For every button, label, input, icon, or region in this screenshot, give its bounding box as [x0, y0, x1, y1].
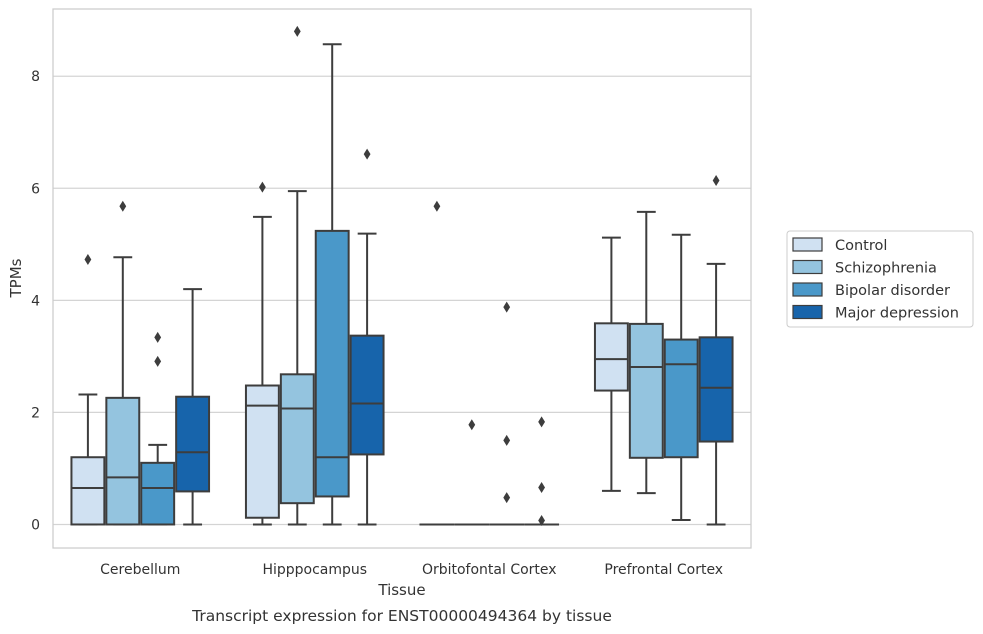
plot-frame: [52, 8, 752, 549]
outlier-point: [154, 331, 162, 343]
box-3-3: [698, 174, 734, 526]
box-iqr: [70, 456, 106, 526]
box-iqr: [593, 322, 629, 392]
legend-label: Bipolar disorder: [835, 283, 950, 299]
y-tick-label: 4: [31, 293, 40, 309]
x-tick-labels: Cerebellum Hipppocampus Orbitofontal Corte…: [100, 562, 723, 578]
box-0-2: [419, 200, 455, 526]
legend-label: Schizophrenia: [835, 261, 937, 277]
outlier-point: [433, 200, 441, 212]
legend-swatch: [792, 282, 823, 297]
box-1-0: [105, 200, 141, 526]
x-axis-title: Tissue: [377, 581, 425, 599]
x-tick-label: Cerebellum: [100, 562, 180, 578]
box-3-0: [175, 288, 211, 526]
outlier-point: [712, 174, 720, 186]
y-tick-label: 8: [31, 69, 40, 85]
box-0-1: [244, 181, 280, 526]
x-tick-label: Orbitofontal Cortex: [422, 562, 557, 578]
box-0-0: [70, 253, 106, 526]
outlier-point: [259, 181, 266, 193]
legend-frame: [786, 230, 974, 328]
box-2-2: [489, 301, 525, 526]
box-2-0: [140, 331, 176, 526]
box-iqr: [175, 395, 211, 493]
box-2-3: [663, 233, 699, 521]
box-2-1: [314, 43, 350, 526]
legend: Control Schizophrenia Bipolar disorder Majo…: [786, 230, 974, 328]
plot-area: [70, 25, 734, 527]
box-1-2: [454, 419, 490, 526]
x-tick-label: Prefrontal Cortex: [604, 562, 723, 578]
y-axis-title: TPMs: [7, 258, 25, 298]
outlier-point: [538, 416, 545, 428]
outlier-point: [538, 481, 545, 493]
legend-swatch: [792, 304, 823, 320]
outlier-point: [119, 200, 127, 212]
box-iqr: [105, 396, 141, 526]
legend-label: Control: [835, 238, 887, 254]
box-3-2: [524, 416, 560, 527]
outlier-point: [503, 301, 511, 313]
x-tick-label: Hipppocampus: [262, 562, 367, 578]
box-iqr: [244, 384, 280, 519]
y-tick-label: 0: [31, 517, 40, 533]
box-1-1: [279, 25, 315, 526]
box-3-1: [349, 148, 385, 526]
box-iqr: [349, 334, 385, 456]
legend-swatch: [792, 237, 823, 252]
outlier-point: [468, 419, 476, 431]
legend-swatch: [792, 259, 823, 275]
box-iqr: [663, 338, 699, 459]
box-0-3: [593, 236, 629, 492]
legend-label: Major depression: [835, 306, 959, 322]
box-iqr: [698, 336, 734, 443]
outlier-point: [293, 25, 301, 37]
box-1-3: [628, 210, 664, 495]
box-iqr: [279, 373, 315, 505]
y-tick-label: 6: [31, 181, 40, 197]
box-iqr: [140, 461, 176, 526]
y-tick-labels: 0 2 4 6 8: [31, 69, 40, 533]
chart-caption: Transcript expression for ENST0000049436…: [191, 607, 612, 625]
outlier-point: [363, 148, 371, 160]
box-iqr: [314, 229, 350, 498]
outlier-point: [154, 355, 162, 367]
outlier-point: [503, 434, 511, 446]
y-tick-label: 2: [31, 405, 40, 421]
outlier-point: [503, 492, 511, 504]
outlier-point: [84, 253, 92, 265]
outlier-point: [538, 515, 545, 527]
box-iqr: [628, 322, 664, 459]
